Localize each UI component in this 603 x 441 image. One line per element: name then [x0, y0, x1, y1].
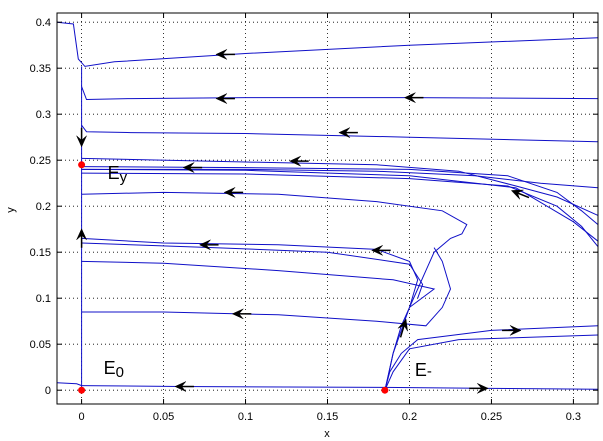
- direction-arrow: [289, 155, 301, 167]
- trajectory-line: [81, 172, 599, 248]
- equilibrium-point: [381, 386, 389, 394]
- y-tick-label: 0.35: [30, 63, 51, 75]
- y-tick-label: 0.15: [30, 247, 51, 259]
- direction-arrow: [223, 187, 236, 198]
- trajectory-line: [56, 21, 599, 67]
- plot-area: [57, 13, 598, 404]
- equilibrium-label: E-: [415, 360, 432, 380]
- direction-arrow-shaft: [517, 192, 530, 199]
- x-tick-label: 0.3: [566, 411, 581, 423]
- equilibrium-point: [78, 161, 86, 169]
- trajectory-line: [81, 86, 599, 101]
- trajectories: [56, 21, 599, 391]
- x-tick-label: 0: [79, 411, 85, 423]
- trajectory-line: [81, 124, 599, 143]
- x-tick-label: 0.1: [238, 411, 253, 423]
- direction-arrow: [198, 239, 211, 251]
- direction-arrow: [215, 49, 228, 60]
- trajectory-line: [81, 166, 599, 225]
- y-tick-label: 0.4: [36, 17, 51, 29]
- trajectory-line: [81, 191, 468, 391]
- trajectory-line: [81, 157, 599, 216]
- direction-arrow: [215, 93, 228, 104]
- y-axis-label: y: [5, 207, 17, 213]
- trajectory-line: [81, 247, 452, 327]
- trajectory-line: [81, 168, 599, 189]
- trajectory-line: [81, 260, 436, 308]
- equilibrium-label: Ey: [108, 163, 128, 186]
- x-tick-label: 0.25: [481, 411, 502, 423]
- y-tick-label: 0.2: [36, 201, 51, 213]
- trajectory-line: [384, 325, 599, 391]
- equilibrium-labels: E0 Ey E-: [104, 163, 432, 381]
- x-axis-label: x: [324, 428, 330, 440]
- x-tick-label: 0.05: [153, 411, 174, 423]
- direction-arrows: [76, 49, 530, 394]
- trajectory-line: [81, 168, 599, 242]
- trajectory-line: [56, 382, 82, 387]
- equilibrium-points: [78, 161, 389, 394]
- trajectory-line: [384, 334, 599, 391]
- x-tick-label: 0.15: [317, 411, 338, 423]
- direction-arrow: [231, 308, 244, 320]
- y-tick-label: 0.05: [30, 339, 51, 351]
- equilibrium-point: [78, 386, 86, 394]
- y-tick-label: 0.3: [36, 109, 51, 121]
- x-tick-label: 0.2: [402, 411, 417, 423]
- equilibrium-label: E0: [104, 358, 124, 381]
- y-tick-label: 0.1: [36, 293, 51, 305]
- y-tick-label: 0: [45, 385, 51, 397]
- axis-ticks: 0 0.05 0.1 0.15 0.2 0.25 0.3 0 0.05 0.1 0.15 0.2 0.2…: [30, 13, 598, 423]
- direction-arrow-shaft: [399, 325, 405, 338]
- y-tick-label: 0.25: [30, 155, 51, 167]
